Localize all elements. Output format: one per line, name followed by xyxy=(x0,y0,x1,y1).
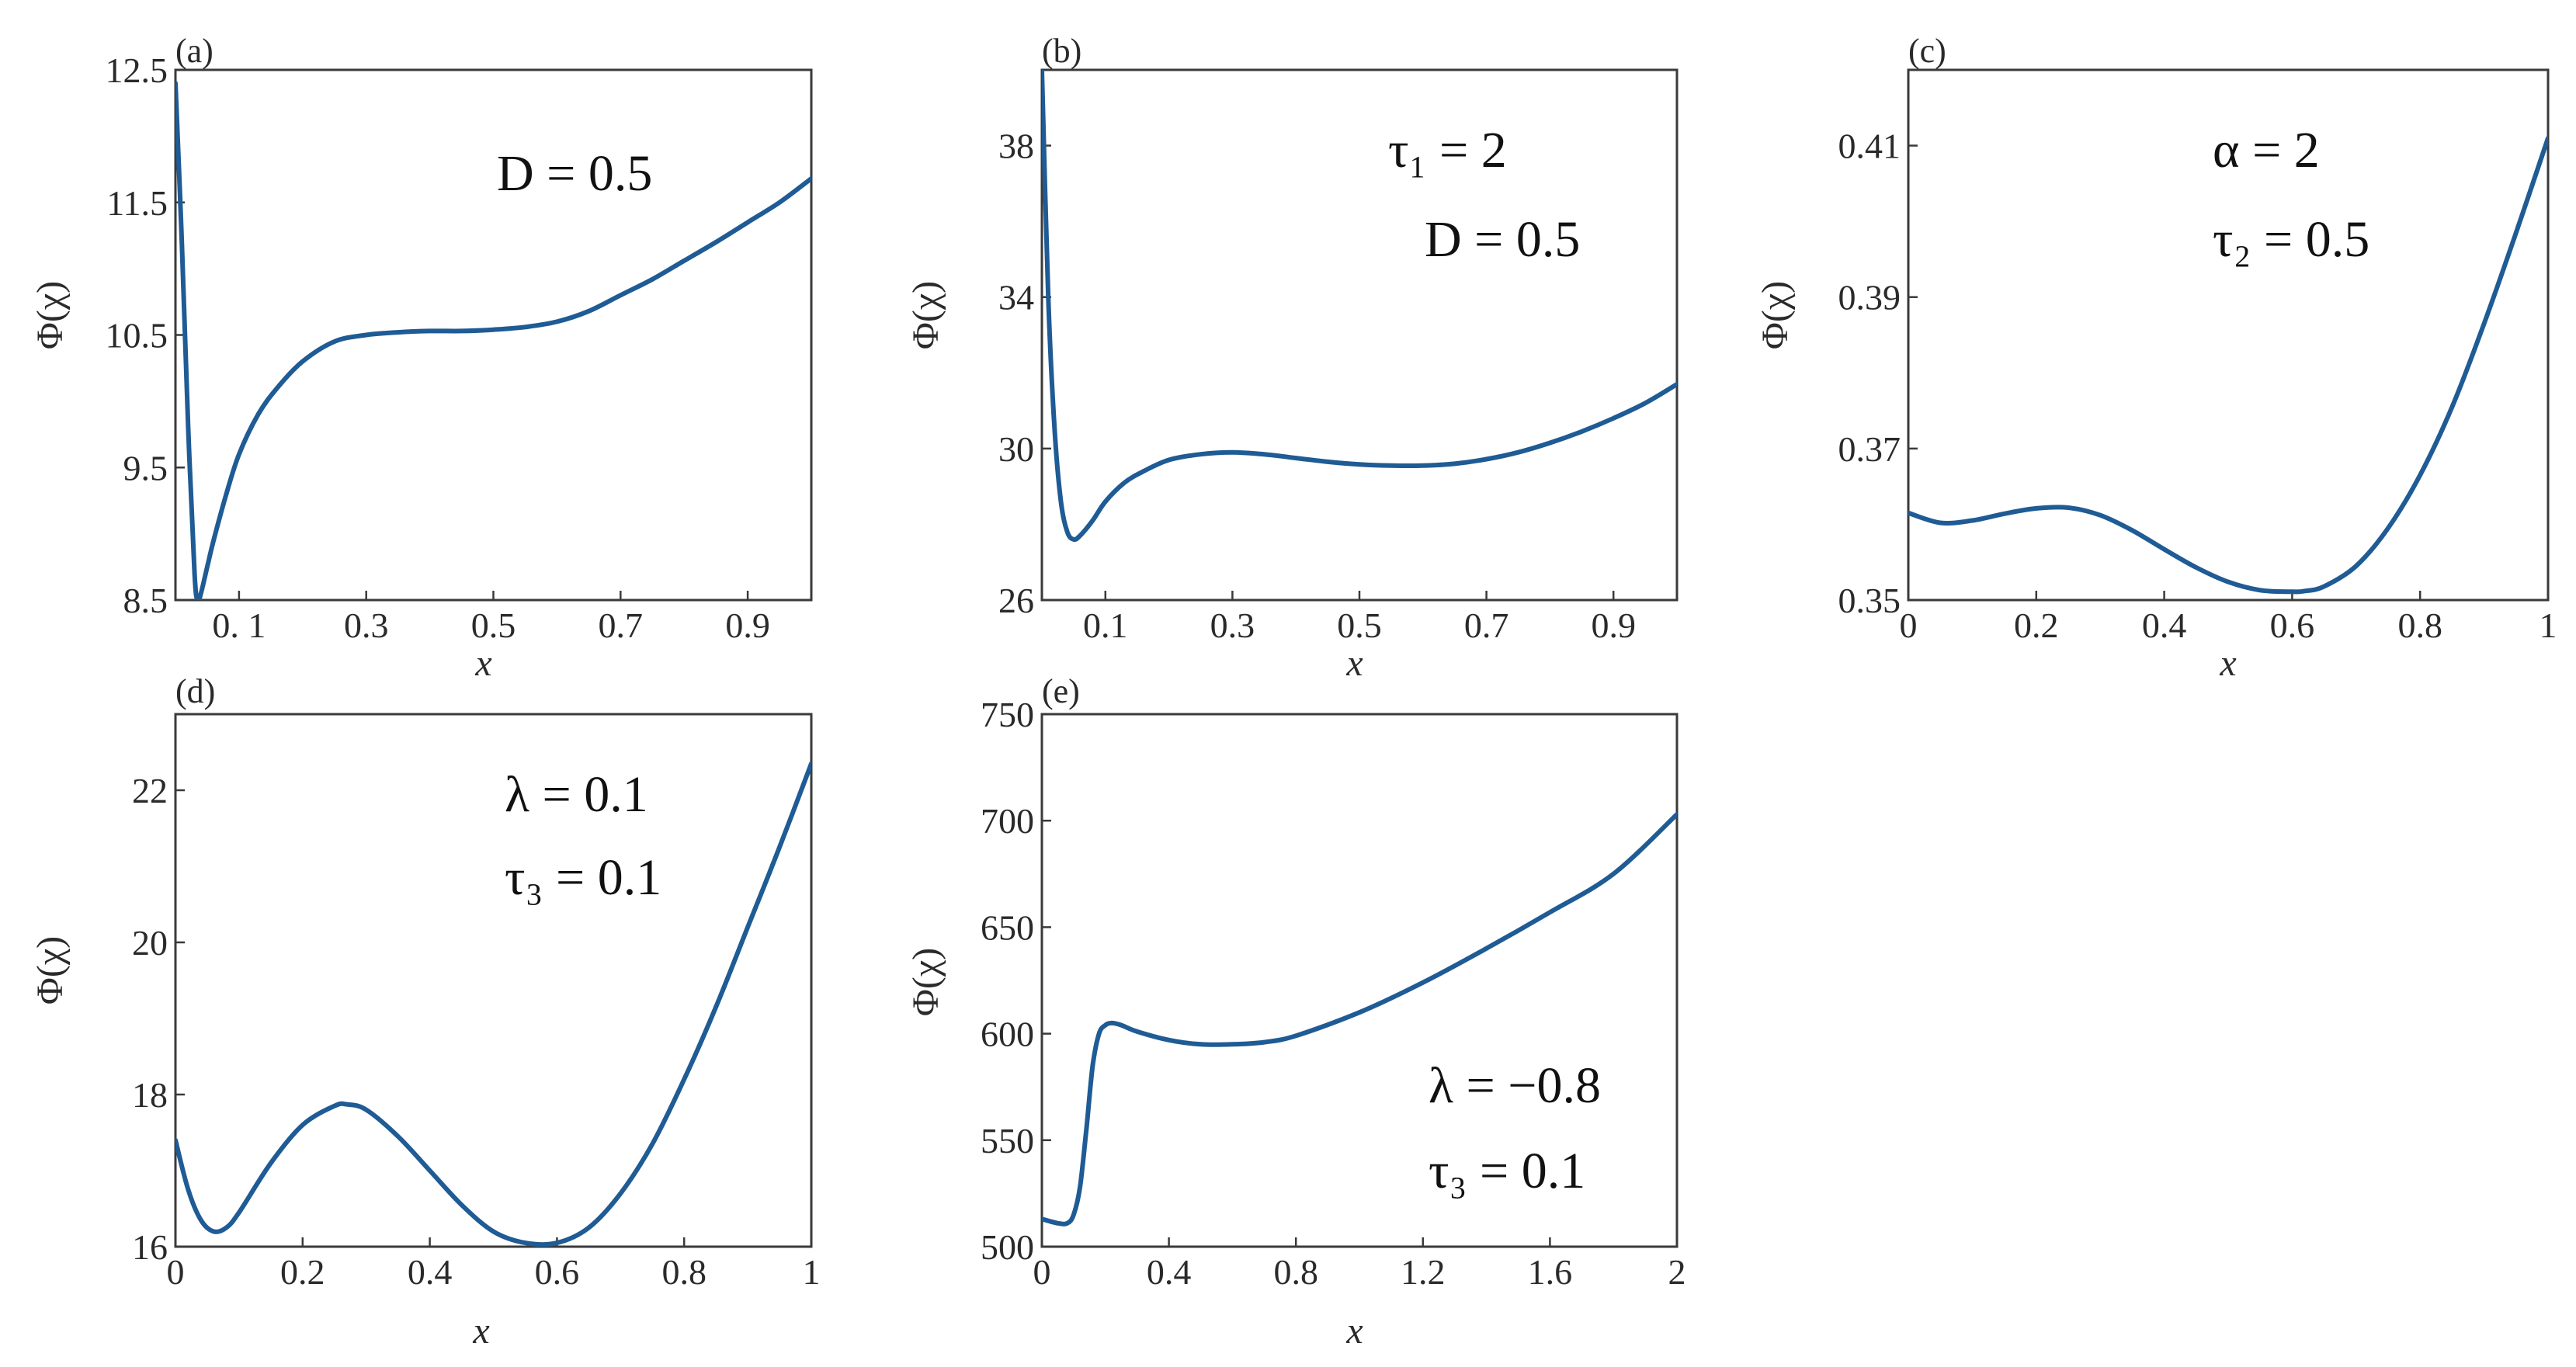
x-tick-label-a-1: 0.3 xyxy=(344,605,389,645)
series-line-e-0 xyxy=(1042,812,1677,1226)
x-tick-label-e-2: 0.8 xyxy=(1273,1252,1318,1292)
annotation-e-1: λ = −0.8 xyxy=(1429,1057,1601,1114)
x-tick-label-b-0: 0.1 xyxy=(1083,605,1128,645)
y-tick-label-a-4: 12.5 xyxy=(106,50,168,90)
panel-label-e: (e) xyxy=(1042,672,1080,710)
x-tick-label-c-5: 1 xyxy=(2540,605,2557,645)
y-tick-label-a-0: 8.5 xyxy=(123,581,168,620)
panel-c: (c) α = 2 τ₂ = 0.5 Φ(χ) x 0 0.2 0.4 0.6 0.8 1… xyxy=(1755,32,2557,684)
y-axis-label-a: Φ(χ) xyxy=(30,281,71,349)
y-tick-label-e-0: 500 xyxy=(981,1227,1034,1267)
x-tick-label-e-1: 0.4 xyxy=(1147,1252,1192,1292)
plot-frame-c xyxy=(1907,68,2550,602)
y-tick-label-b-3: 38 xyxy=(998,127,1034,166)
y-tick-label-b-0: 26 xyxy=(998,581,1034,620)
y-tick-label-d-1: 18 xyxy=(132,1075,168,1115)
series-line-b-0 xyxy=(1042,70,1677,543)
y-tick-label-e-2: 600 xyxy=(981,1015,1034,1054)
y-axis-label-b: Φ(χ) xyxy=(905,281,946,349)
y-tick-label-a-1: 9.5 xyxy=(123,448,168,487)
y-tick-label-d-2: 20 xyxy=(132,923,168,963)
x-tick-label-d-0: 0 xyxy=(167,1252,185,1292)
x-tick-label-d-2: 0.4 xyxy=(408,1252,453,1292)
x-tick-label-a-0: 0. 1 xyxy=(212,605,266,645)
x-tick-label-e-0: 0 xyxy=(1033,1252,1051,1292)
x-tick-label-c-0: 0 xyxy=(1900,605,1918,645)
x-axis-label-b: x xyxy=(1345,643,1363,684)
annotation-a-1: D = 0.5 xyxy=(497,145,652,202)
x-tick-label-d-5: 1 xyxy=(803,1252,821,1292)
panel-b: (b) τ₁ = 2 D = 0.5 Φ(χ) x 0.1 0.3 0.5 0.7 0.… xyxy=(905,32,1679,684)
x-tick-label-e-3: 1.2 xyxy=(1401,1252,1446,1292)
panel-label-b: (b) xyxy=(1042,32,1081,70)
plot-frame-d xyxy=(174,713,813,1248)
annotation-b-2: D = 0.5 xyxy=(1425,211,1580,268)
panel-label-c: (c) xyxy=(1908,32,1946,70)
x-tick-label-d-4: 0.8 xyxy=(661,1252,706,1292)
y-axis-label-d: Φ(χ) xyxy=(30,936,71,1004)
y-tick-label-e-1: 550 xyxy=(981,1121,1034,1161)
x-tick-label-d-3: 0.6 xyxy=(535,1252,580,1292)
plot-frame-a xyxy=(174,68,813,602)
x-tick-label-a-3: 0.7 xyxy=(599,605,644,645)
annotation-c-1: α = 2 xyxy=(2213,122,2320,179)
y-tick-label-c-2: 0.39 xyxy=(1838,278,1901,317)
plot-frame-b xyxy=(1040,68,1679,602)
x-tick-label-a-2: 0.5 xyxy=(471,605,516,645)
y-tick-label-b-1: 30 xyxy=(998,429,1034,469)
y-tick-label-d-3: 22 xyxy=(132,771,168,810)
x-tick-label-b-4: 0.9 xyxy=(1591,605,1636,645)
series-line-c-0 xyxy=(1908,135,2548,595)
annotation-c-2: τ₂ = 0.5 xyxy=(2213,211,2369,268)
y-tick-label-e-4: 700 xyxy=(981,801,1034,841)
y-tick-label-c-0: 0.35 xyxy=(1838,581,1901,620)
annotation-d-2: τ₃ = 0.1 xyxy=(505,849,661,906)
annotation-e-2: τ₃ = 0.1 xyxy=(1429,1143,1585,1199)
y-tick-label-c-3: 0.41 xyxy=(1838,127,1901,166)
y-tick-label-b-2: 34 xyxy=(998,278,1034,317)
x-tick-label-c-4: 0.8 xyxy=(2397,605,2442,645)
x-axis-label-a: x xyxy=(474,643,491,684)
y-tick-label-c-1: 0.37 xyxy=(1838,429,1901,469)
x-axis-label-e: x xyxy=(1345,1310,1363,1351)
x-tick-label-c-2: 0.4 xyxy=(2142,605,2187,645)
y-axis-label-c: Φ(χ) xyxy=(1755,281,1796,349)
annotation-b-1: τ₁ = 2 xyxy=(1388,122,1507,179)
y-tick-label-e-3: 650 xyxy=(981,907,1034,947)
x-tick-label-e-5: 2 xyxy=(1668,1252,1686,1292)
x-tick-label-b-1: 0.3 xyxy=(1210,605,1255,645)
y-tick-label-a-2: 10.5 xyxy=(106,316,168,356)
panel-label-a: (a) xyxy=(175,32,214,70)
x-axis-label-c: x xyxy=(2219,643,2236,684)
x-tick-label-d-1: 0.2 xyxy=(280,1252,325,1292)
panel-d: (d) λ = 0.1 τ₃ = 0.1 Φ(χ) x 0 0.2 0.4 0.6 0.… xyxy=(30,672,821,1351)
x-axis-label-d: x xyxy=(472,1310,489,1351)
x-tick-label-a-4: 0.9 xyxy=(725,605,770,645)
panel-a: (a) D = 0.5 Φ(χ) x 0. 1 0.3 0.5 0.7 0.9 8.5 9.… xyxy=(30,32,813,684)
x-tick-label-c-1: 0.2 xyxy=(2014,605,2059,645)
y-tick-label-e-5: 750 xyxy=(981,695,1034,734)
series-line-d-0 xyxy=(175,761,811,1247)
x-tick-label-c-3: 0.6 xyxy=(2270,605,2315,645)
x-tick-label-b-2: 0.5 xyxy=(1337,605,1382,645)
panel-label-d: (d) xyxy=(175,672,215,710)
plot-frame-e xyxy=(1040,713,1679,1248)
annotation-d-1: λ = 0.1 xyxy=(505,766,648,823)
y-axis-label-e: Φ(χ) xyxy=(905,948,946,1016)
y-tick-label-d-0: 16 xyxy=(132,1227,168,1267)
x-tick-label-b-3: 0.7 xyxy=(1464,605,1509,645)
y-tick-label-a-3: 11.5 xyxy=(106,183,168,223)
panel-e: (e) λ = −0.8 τ₃ = 0.1 Φ(χ) x 0 0.4 0.8 1.2 1… xyxy=(905,672,1686,1351)
series-line-a-0 xyxy=(175,81,811,600)
x-tick-label-e-4: 1.6 xyxy=(1528,1252,1573,1292)
